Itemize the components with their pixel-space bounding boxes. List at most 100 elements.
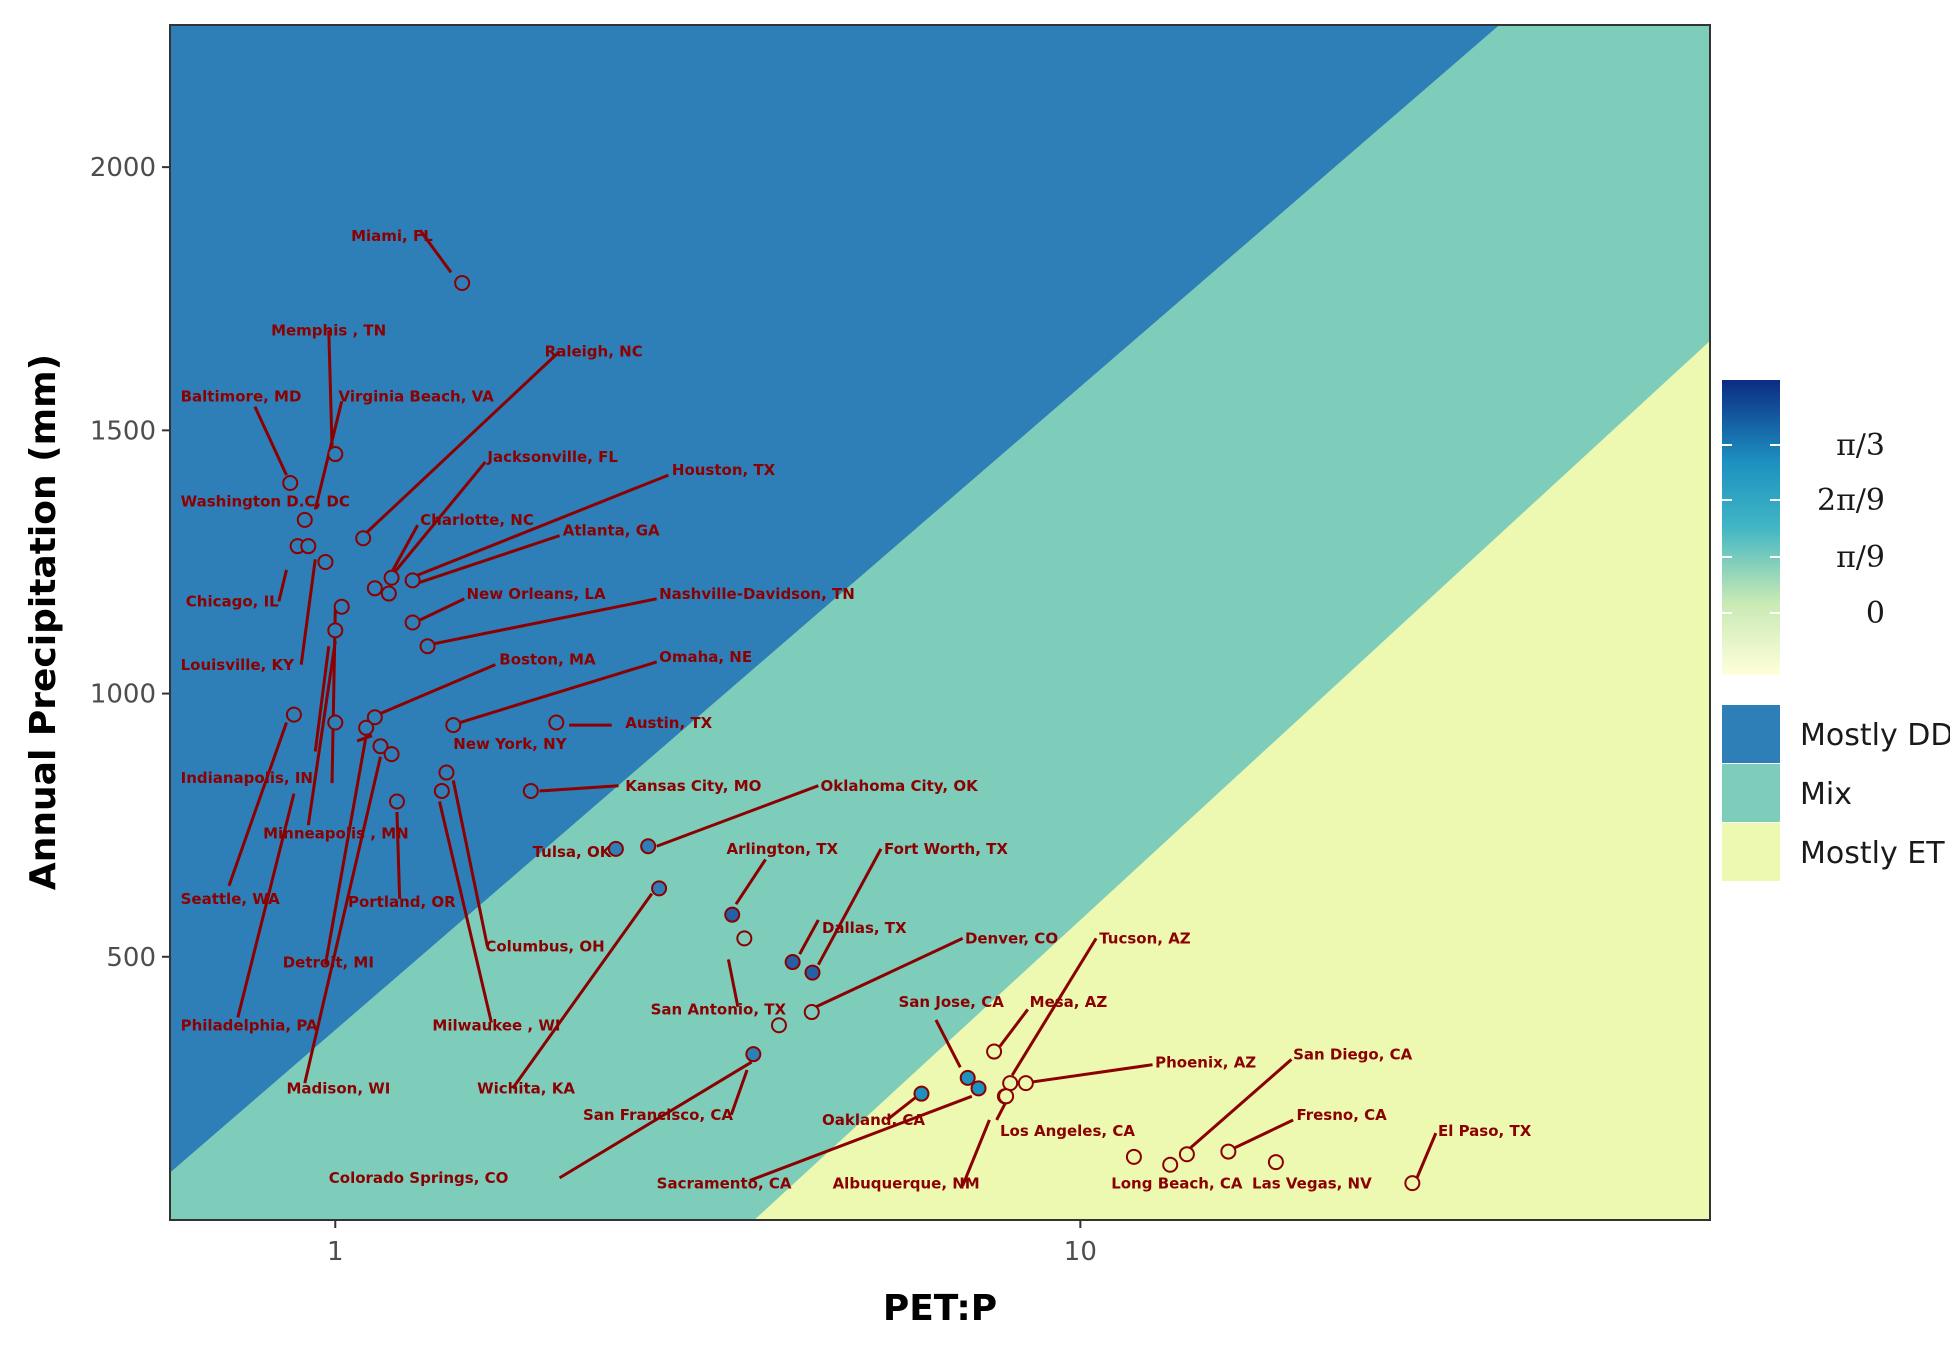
point-label: Minneapolis , MN bbox=[263, 824, 409, 842]
label-connector bbox=[1031, 1063, 1153, 1084]
data-point bbox=[770, 1017, 787, 1034]
point-label: Fort Worth, TX bbox=[884, 840, 1008, 858]
data-point bbox=[383, 746, 400, 763]
point-label: New York, NY bbox=[453, 735, 567, 753]
label-connector bbox=[961, 1119, 991, 1187]
label-connector bbox=[539, 784, 619, 793]
point-label: Memphis , TN bbox=[271, 322, 386, 340]
data-point bbox=[1002, 1075, 1019, 1092]
colorbar-tick-label: 2π/9 bbox=[1817, 483, 1885, 518]
data-point bbox=[1125, 1148, 1142, 1165]
label-connector bbox=[418, 229, 453, 274]
data-point bbox=[454, 274, 471, 291]
label-layer: Miami, FL Memphis , TN Raleigh, NC Baltimor… bbox=[181, 227, 1532, 1193]
data-point bbox=[548, 714, 565, 731]
colorbar-tick-label: π/3 bbox=[1836, 428, 1885, 463]
colorbar-tick-label: π/9 bbox=[1836, 540, 1885, 575]
point-label: Washington D.C, DC bbox=[181, 493, 350, 511]
point-label: Boston, MA bbox=[499, 651, 596, 669]
data-point bbox=[327, 714, 344, 731]
y-tick-label: 1000 bbox=[90, 680, 156, 710]
y-axis: 500 1000 1500 2000 bbox=[90, 153, 170, 973]
region-legend: Mostly DD Mix Mostly ET bbox=[1722, 705, 1950, 881]
data-point bbox=[366, 709, 383, 726]
point-label: Tucson, AZ bbox=[1099, 930, 1191, 948]
label-connector bbox=[459, 660, 658, 724]
data-point bbox=[986, 1043, 1003, 1060]
label-connector bbox=[885, 1096, 916, 1122]
connector-layer bbox=[227, 229, 1438, 1187]
data-point bbox=[998, 1088, 1015, 1105]
label-connector bbox=[236, 793, 296, 1018]
data-point bbox=[317, 553, 334, 570]
label-connector bbox=[749, 1094, 973, 1182]
data-point bbox=[724, 906, 741, 923]
label-connector bbox=[277, 569, 288, 602]
data-point bbox=[1162, 1156, 1179, 1173]
label-connector bbox=[1231, 1118, 1294, 1151]
point-label: Fresno, CA bbox=[1296, 1106, 1387, 1124]
data-point bbox=[358, 719, 375, 736]
data-point bbox=[327, 622, 344, 639]
label-connector bbox=[558, 1060, 753, 1180]
data-point bbox=[383, 569, 400, 586]
legend-label: Mostly DD bbox=[1800, 718, 1950, 753]
point-label: Tulsa, OK bbox=[533, 843, 613, 861]
y-tick-label: 2000 bbox=[90, 153, 156, 183]
point-label: Las Vegas, NV bbox=[1252, 1174, 1372, 1192]
data-point bbox=[419, 638, 436, 655]
data-point bbox=[1017, 1075, 1034, 1092]
legend-label: Mix bbox=[1800, 777, 1852, 812]
point-label: Mesa, AZ bbox=[1030, 993, 1108, 1011]
label-connector bbox=[729, 1069, 749, 1116]
legend-key-mix bbox=[1722, 764, 1780, 822]
label-connector bbox=[365, 350, 561, 535]
data-point bbox=[803, 1004, 820, 1021]
point-label: Miami, FL bbox=[351, 227, 433, 245]
point-label: Milwaukee , WI bbox=[432, 1016, 560, 1034]
point-label: Austin, TX bbox=[625, 714, 712, 732]
label-connector bbox=[998, 1008, 1029, 1048]
label-connector bbox=[393, 460, 487, 574]
point-label: Columbus, OH bbox=[485, 938, 604, 956]
label-connector bbox=[1415, 1132, 1438, 1179]
data-point bbox=[784, 954, 801, 971]
point-label: Denver, CO bbox=[965, 930, 1058, 948]
data-point bbox=[522, 782, 539, 799]
point-label: Dallas, TX bbox=[822, 919, 907, 937]
label-connector bbox=[313, 645, 331, 752]
point-label: Indianapolis, IN bbox=[181, 769, 313, 787]
label-connector bbox=[419, 597, 465, 622]
point-label: Baltimore, MD bbox=[181, 387, 302, 405]
data-point bbox=[282, 474, 299, 491]
label-connector bbox=[299, 559, 317, 665]
point-label: New Orleans, LA bbox=[466, 585, 605, 603]
label-connector bbox=[934, 1019, 962, 1069]
data-point bbox=[1404, 1175, 1421, 1192]
data-point bbox=[959, 1069, 976, 1086]
data-point bbox=[355, 530, 372, 547]
label-connector bbox=[227, 722, 288, 887]
label-connector bbox=[417, 534, 561, 585]
point-label: Los Angeles, CA bbox=[1000, 1122, 1135, 1140]
label-connector bbox=[656, 784, 819, 848]
label-connector bbox=[306, 640, 337, 826]
data-point bbox=[445, 717, 462, 734]
y-tick-label: 1500 bbox=[90, 416, 156, 446]
point-label: Houston, TX bbox=[672, 461, 776, 479]
label-connector bbox=[417, 473, 670, 577]
data-point bbox=[366, 580, 383, 597]
point-label: Oklahoma City, OK bbox=[821, 777, 980, 795]
data-point bbox=[327, 446, 344, 463]
x-tick-label: 1 bbox=[327, 1237, 344, 1267]
label-connector bbox=[451, 780, 489, 947]
plot-frame bbox=[169, 24, 1711, 1221]
legend-label: Mostly ET bbox=[1800, 836, 1945, 871]
point-label: Jacksonville, FL bbox=[486, 448, 618, 466]
data-point bbox=[388, 793, 405, 810]
point-label: Raleigh, NC bbox=[545, 343, 643, 361]
point-label: San Jose, CA bbox=[898, 993, 1004, 1011]
point-label: Colorado Springs, CO bbox=[329, 1169, 509, 1187]
label-connector bbox=[303, 756, 382, 1084]
point-label: San Diego, CA bbox=[1293, 1045, 1413, 1063]
